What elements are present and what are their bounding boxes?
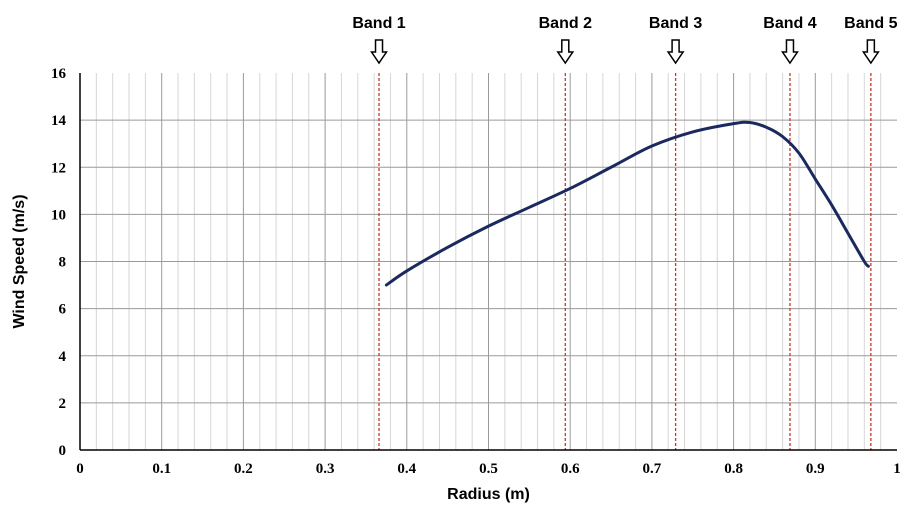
band-label-2: Band 2 <box>539 15 592 32</box>
major-grid <box>80 73 897 450</box>
band-arrow-icon-4 <box>781 39 799 65</box>
band-arrow-icon-1 <box>370 39 388 65</box>
x-tick-label: 0 <box>76 461 84 477</box>
y-tick-label: 6 <box>59 302 67 318</box>
y-tick-labels: 0 2 4 6 8 10 12 14 16 <box>51 66 67 459</box>
data-point <box>691 130 694 133</box>
y-tick-label: 0 <box>59 443 67 459</box>
series-layer <box>384 120 870 287</box>
data-point <box>732 122 735 125</box>
x-tick-label: 0.4 <box>397 461 416 477</box>
y-tick-label: 12 <box>51 160 66 176</box>
x-tick-label: 0.8 <box>724 461 743 477</box>
data-point <box>830 203 833 206</box>
data-point <box>446 246 449 249</box>
y-tick-label: 4 <box>59 349 67 365</box>
x-tick-label: 0.6 <box>561 461 580 477</box>
data-point <box>863 260 866 263</box>
data-point <box>846 232 849 235</box>
band-label-5: Band 5 <box>844 15 897 32</box>
data-point <box>867 265 870 268</box>
y-tick-label: 10 <box>51 207 66 223</box>
band-arrow-icon-3 <box>666 39 685 65</box>
data-point <box>797 152 800 155</box>
data-point <box>405 269 408 272</box>
y-axis-title: Wind Speed (m/s) <box>11 194 28 328</box>
band-markers: Band 1 Band 2 Band 3 Band 4 Band 5 <box>352 15 898 450</box>
y-tick-label: 14 <box>51 113 67 129</box>
axes <box>79 73 897 451</box>
x-tick-label: 0.5 <box>479 461 498 477</box>
data-point <box>765 126 768 129</box>
data-point <box>487 225 490 228</box>
data-point <box>610 166 613 169</box>
band-label-4: Band 4 <box>763 15 816 32</box>
data-point <box>569 187 572 190</box>
x-tick-label: 0.9 <box>806 461 825 477</box>
data-point <box>781 135 784 138</box>
data-point <box>650 145 653 148</box>
x-tick-label: 0.2 <box>234 461 253 477</box>
data-point <box>528 206 531 209</box>
band-label-3: Band 3 <box>649 15 702 32</box>
data-point <box>385 284 388 287</box>
series-line-1 <box>384 120 870 287</box>
band-label-1: Band 1 <box>352 15 405 32</box>
y-tick-label: 2 <box>59 396 67 412</box>
y-tick-label: 8 <box>59 255 67 271</box>
x-tick-label: 0.1 <box>152 461 171 477</box>
x-tick-label: 0.7 <box>643 461 662 477</box>
data-point <box>814 178 817 181</box>
y-tick-label: 16 <box>51 66 67 82</box>
data-point <box>748 121 751 124</box>
x-axis-title: Radius (m) <box>447 486 530 503</box>
band-arrow-icon-5 <box>861 39 880 65</box>
x-tick-label: 0.3 <box>316 461 335 477</box>
x-tick-labels: 0 0.1 0.2 0.3 0.4 0.5 0.6 0.7 0.8 0.9 1 <box>76 461 901 477</box>
band-arrow-icon-2 <box>556 39 575 65</box>
x-tick-label: 1 <box>893 461 901 477</box>
